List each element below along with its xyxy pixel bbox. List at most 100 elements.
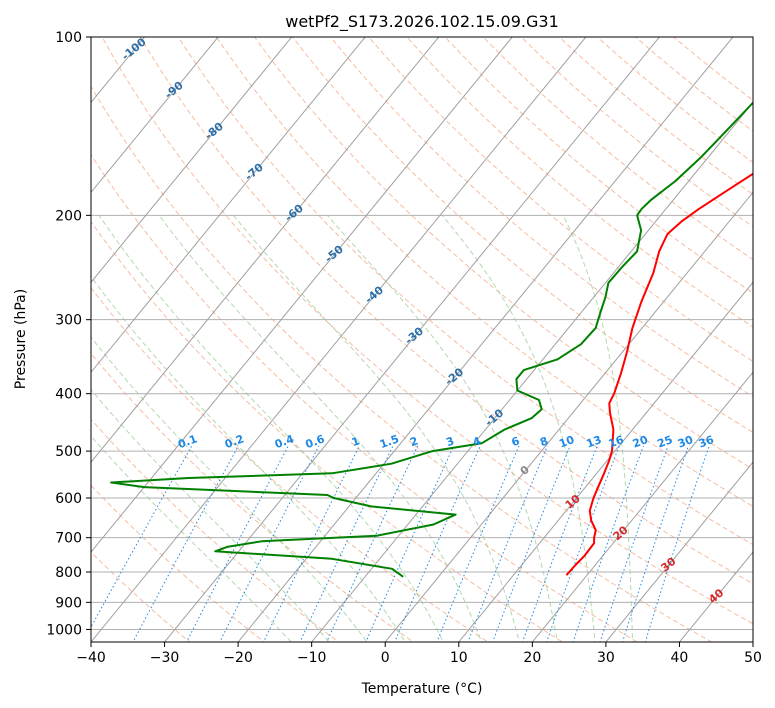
x-tick-label: 0 xyxy=(381,650,390,666)
y-tick-label: 300 xyxy=(55,313,82,329)
mixing-ratio-line xyxy=(546,445,620,642)
dry-adiabat xyxy=(91,484,266,642)
mixing-ratio-label: 16 xyxy=(607,433,626,451)
mixing-ratio-label: 36 xyxy=(697,433,716,451)
isotherm-line xyxy=(91,37,587,642)
y-tick-label: 1000 xyxy=(46,622,82,638)
mixing-ratio-label: 8 xyxy=(538,434,550,449)
isotherm-line xyxy=(163,37,661,642)
mixing-ratio-line xyxy=(219,445,320,642)
isotherm-line xyxy=(531,371,753,642)
profile-line-0 xyxy=(565,172,753,576)
y-tick-label: 600 xyxy=(55,491,82,507)
plot-frame xyxy=(90,36,754,643)
mixing-ratio-label: 4 xyxy=(471,434,483,449)
dry-adiabat xyxy=(596,37,753,164)
moist-adiabat xyxy=(91,388,330,642)
dry-adiabat xyxy=(139,37,753,585)
y-tick-label: 800 xyxy=(55,565,82,581)
mixing-ratio-label: 2 xyxy=(408,434,420,449)
x-tick-label: −30 xyxy=(150,650,180,666)
moist-adiabat xyxy=(158,215,482,642)
dry-adiabat xyxy=(368,37,753,363)
x-tick-label: 50 xyxy=(744,650,762,666)
mixing-ratio-line xyxy=(492,445,571,642)
mixing-ratio-label: 20 xyxy=(631,433,650,451)
mixing-ratio-line xyxy=(572,445,644,642)
y-tick-label: 700 xyxy=(55,531,82,547)
profile-line-1 xyxy=(110,101,753,578)
y-axis: 100 200 300 400 500 600 700 800 900 1000 xyxy=(46,30,91,638)
dry-adiabat xyxy=(91,220,564,642)
dry-adiabat xyxy=(444,37,753,294)
mixing-ratio-line xyxy=(436,445,520,642)
isotherm-line xyxy=(91,37,513,553)
mixing-ratio-label: 6 xyxy=(510,434,522,449)
mixing-ratio-line xyxy=(186,445,289,642)
x-tick-label: −10 xyxy=(297,650,327,666)
dry-adiabat xyxy=(91,287,489,642)
mixing-ratio-line xyxy=(521,445,598,642)
moist-adiabat xyxy=(441,214,596,642)
moist-adiabat xyxy=(98,215,444,642)
isotherm-line xyxy=(91,37,366,374)
x-tick-label: −40 xyxy=(76,650,106,666)
isotherm-line xyxy=(91,37,293,284)
dry-adiabat xyxy=(215,37,753,508)
y-tick-label: 100 xyxy=(55,30,82,46)
moist-adiabat xyxy=(233,214,521,642)
x-axis: −40 −30 −20 −10 0 10 20 30 40 50 xyxy=(76,642,762,666)
mixing-ratio-label: 1 xyxy=(350,434,362,449)
y-tick-label: 200 xyxy=(55,208,82,224)
isotherm-line xyxy=(311,101,753,642)
isotherm-line xyxy=(91,37,440,463)
isotherm-line xyxy=(237,37,734,642)
x-tick-label: 30 xyxy=(597,650,615,666)
dry-adiabat xyxy=(101,37,753,625)
mixing-ratio-label: 0.6 xyxy=(304,432,327,451)
moist-adiabat xyxy=(91,275,406,642)
mixing-ratio-label: 3 xyxy=(444,434,456,449)
y-tick-label: 400 xyxy=(55,387,82,403)
mixing-ratio-label: 25 xyxy=(656,433,675,450)
isotherm-line xyxy=(91,37,219,194)
mixing-ratio-label: 13 xyxy=(585,433,604,450)
moist-adiabat xyxy=(91,435,292,642)
mixing-ratio-line xyxy=(299,445,394,642)
mixing-ratio-line xyxy=(262,445,360,642)
x-tick-label: 20 xyxy=(523,650,541,666)
x-axis-label: Temperature (°C) xyxy=(361,681,483,697)
dry-adiabat xyxy=(558,37,753,195)
dry-adiabat xyxy=(330,37,753,398)
mixing-ratio-label: 0.2 xyxy=(223,432,246,451)
dry-adiabat xyxy=(91,352,415,642)
mixing-ratio-label: 0.4 xyxy=(273,432,296,451)
dry-adiabat xyxy=(292,37,753,434)
moist-adiabat xyxy=(326,214,558,642)
chart-title: wetPf2_S173.2026.102.15.09.G31 xyxy=(285,12,559,32)
moist-adiabat xyxy=(91,336,368,642)
mixing-ratio-lines xyxy=(91,445,710,642)
mixing-ratio-line xyxy=(599,445,669,642)
x-tick-label: −20 xyxy=(223,650,253,666)
pressure-grid xyxy=(91,37,753,630)
isotherm-line xyxy=(458,281,753,642)
isotherm-line xyxy=(384,191,753,642)
mixing-ratio-label: 30 xyxy=(676,433,695,451)
mixing-ratio-label: 0.1 xyxy=(176,432,199,451)
x-tick-label: 40 xyxy=(671,650,689,666)
profile-series xyxy=(110,101,753,578)
isotherm-line xyxy=(605,461,753,642)
y-tick-label: 500 xyxy=(55,444,82,460)
mixing-ratio-label: 1.5 xyxy=(378,432,401,451)
isotherm-lines xyxy=(91,37,753,642)
dry-adiabat xyxy=(482,37,753,261)
mixing-ratio-line xyxy=(622,445,689,642)
dry-adiabat xyxy=(91,85,713,642)
dry-adiabat xyxy=(91,153,639,642)
mixing-ratio-label: 10 xyxy=(557,433,576,451)
y-axis-label: Pressure (hPa) xyxy=(13,289,29,389)
thermo-background-lines xyxy=(91,37,753,642)
